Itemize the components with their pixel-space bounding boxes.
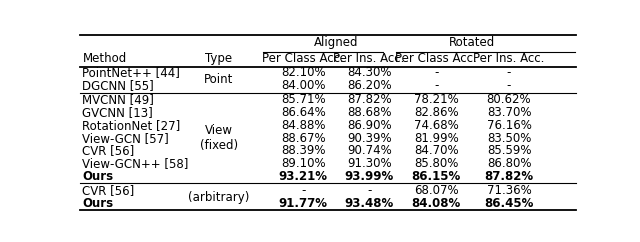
- Text: Per Class Acc.: Per Class Acc.: [262, 52, 344, 65]
- Text: Ours: Ours: [83, 197, 114, 210]
- Text: DGCNN [55]: DGCNN [55]: [83, 79, 154, 92]
- Text: -: -: [507, 66, 511, 79]
- Text: 86.80%: 86.80%: [487, 157, 531, 170]
- Text: 88.68%: 88.68%: [347, 106, 392, 119]
- Text: -: -: [301, 184, 305, 197]
- Text: 84.30%: 84.30%: [347, 66, 392, 79]
- Text: Ours: Ours: [83, 170, 114, 183]
- Text: Type: Type: [205, 52, 232, 65]
- Text: View-GCN++ [58]: View-GCN++ [58]: [83, 157, 189, 170]
- Text: 84.70%: 84.70%: [414, 144, 458, 157]
- Text: 88.67%: 88.67%: [281, 132, 326, 145]
- Text: Per Ins. Acc.: Per Ins. Acc.: [333, 52, 405, 65]
- Text: 87.82%: 87.82%: [484, 170, 534, 183]
- Text: 93.99%: 93.99%: [344, 170, 394, 183]
- Text: 86.64%: 86.64%: [281, 106, 326, 119]
- Text: CVR [56]: CVR [56]: [83, 184, 135, 197]
- Text: 90.39%: 90.39%: [347, 132, 392, 145]
- Text: 84.00%: 84.00%: [281, 79, 326, 92]
- Text: 85.80%: 85.80%: [414, 157, 458, 170]
- Text: 81.99%: 81.99%: [413, 132, 458, 145]
- Text: 86.45%: 86.45%: [484, 197, 534, 210]
- Text: (arbitrary): (arbitrary): [188, 191, 250, 204]
- Text: 89.10%: 89.10%: [281, 157, 326, 170]
- Text: 83.50%: 83.50%: [487, 132, 531, 145]
- Text: 84.08%: 84.08%: [412, 197, 461, 210]
- Text: 86.90%: 86.90%: [347, 119, 392, 132]
- Text: Rotated: Rotated: [449, 36, 495, 49]
- Text: 93.21%: 93.21%: [278, 170, 328, 183]
- Text: 76.16%: 76.16%: [486, 119, 531, 132]
- Text: 84.88%: 84.88%: [281, 119, 326, 132]
- Text: 82.86%: 82.86%: [414, 106, 458, 119]
- Text: 74.68%: 74.68%: [413, 119, 458, 132]
- Text: 83.70%: 83.70%: [487, 106, 531, 119]
- Text: Per Ins. Acc.: Per Ins. Acc.: [474, 52, 545, 65]
- Text: 91.77%: 91.77%: [278, 197, 328, 210]
- Text: Per Class Acc.: Per Class Acc.: [396, 52, 477, 65]
- Text: 86.20%: 86.20%: [347, 79, 392, 92]
- Text: PointNet++ [44]: PointNet++ [44]: [83, 66, 180, 79]
- Text: Aligned: Aligned: [314, 36, 358, 49]
- Text: -: -: [367, 184, 371, 197]
- Text: 80.62%: 80.62%: [487, 93, 531, 106]
- Text: MVCNN [49]: MVCNN [49]: [83, 93, 154, 106]
- Text: 68.07%: 68.07%: [414, 184, 458, 197]
- Text: Point: Point: [204, 73, 234, 86]
- Text: GVCNN [13]: GVCNN [13]: [83, 106, 153, 119]
- Text: View
(fixed): View (fixed): [200, 124, 238, 152]
- Text: 82.10%: 82.10%: [281, 66, 326, 79]
- Text: 86.15%: 86.15%: [412, 170, 461, 183]
- Text: Method: Method: [83, 52, 127, 65]
- Text: 87.82%: 87.82%: [347, 93, 392, 106]
- Text: RotationNet [27]: RotationNet [27]: [83, 119, 180, 132]
- Text: -: -: [434, 66, 438, 79]
- Text: 88.39%: 88.39%: [281, 144, 326, 157]
- Text: 93.48%: 93.48%: [344, 197, 394, 210]
- Text: -: -: [434, 79, 438, 92]
- Text: -: -: [507, 79, 511, 92]
- Text: CVR [56]: CVR [56]: [83, 144, 135, 157]
- Text: 78.21%: 78.21%: [413, 93, 458, 106]
- Text: 71.36%: 71.36%: [486, 184, 531, 197]
- Text: 85.59%: 85.59%: [487, 144, 531, 157]
- Text: 91.30%: 91.30%: [347, 157, 392, 170]
- Text: View-GCN [57]: View-GCN [57]: [83, 132, 169, 145]
- Text: 85.71%: 85.71%: [281, 93, 326, 106]
- Text: 90.74%: 90.74%: [347, 144, 392, 157]
